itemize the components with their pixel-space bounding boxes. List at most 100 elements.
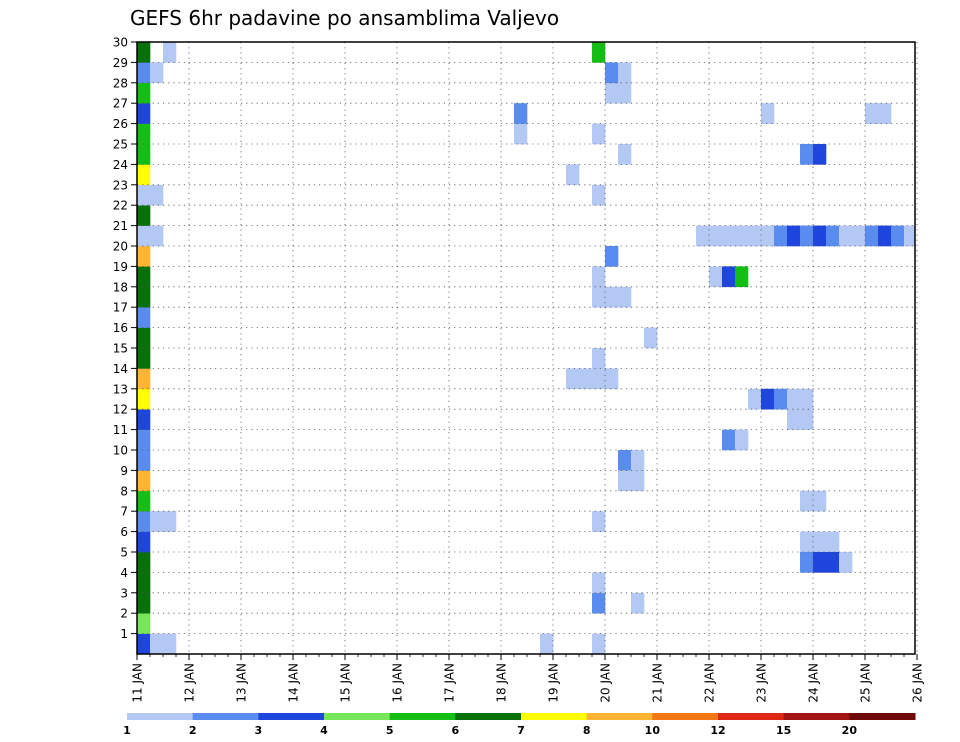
precip-cell (826, 225, 840, 247)
precip-cell (631, 450, 645, 471)
x-tick-label: 26 JAN (911, 663, 925, 703)
precip-cell (137, 184, 151, 206)
legend-label: 1 (123, 724, 131, 737)
precip-cell (150, 225, 164, 247)
precip-cell (761, 225, 775, 247)
chart-title: GEFS 6hr padavine po ansamblima Valjevo (130, 6, 560, 30)
precip-cell (774, 388, 788, 410)
precip-cell (137, 572, 151, 594)
y-tick-label: 25 (113, 138, 128, 152)
legend-label: 5 (386, 724, 394, 737)
precip-cell (722, 266, 736, 288)
legend-label: 15 (776, 724, 791, 737)
precip-cell (748, 225, 762, 247)
y-tick-label: 16 (113, 321, 128, 335)
precip-cell (605, 246, 619, 267)
precip-cell (631, 592, 645, 614)
legend-swatch (455, 713, 522, 720)
y-tick-label: 7 (120, 505, 128, 519)
legend-label: 2 (189, 724, 197, 737)
y-tick-label: 15 (113, 342, 128, 356)
y-tick-label: 5 (120, 546, 128, 560)
legend-label: 8 (583, 724, 591, 737)
precip-cell (137, 327, 151, 349)
precip-cell (137, 205, 151, 226)
y-tick-label: 22 (113, 199, 128, 213)
x-tick-label: 17 JAN (443, 663, 457, 703)
legend-label: 3 (255, 724, 263, 737)
precip-cell (618, 286, 632, 308)
precip-cell (592, 266, 606, 288)
y-tick-label: 8 (120, 484, 128, 498)
y-tick-label: 21 (113, 219, 128, 233)
precip-cell (605, 286, 619, 308)
precip-cell (813, 225, 827, 247)
x-tick-label: 20 JAN (599, 663, 613, 703)
precip-cell (137, 164, 151, 186)
precip-cell (514, 123, 528, 145)
precip-cell (592, 572, 606, 594)
x-tick-label: 19 JAN (547, 663, 561, 703)
precip-cell (904, 225, 916, 247)
precip-cell (137, 123, 151, 145)
precip-cell (579, 368, 593, 390)
precip-cell (800, 552, 814, 573)
precip-cell (137, 613, 151, 634)
y-tick-label: 1 (120, 627, 128, 641)
precip-cell (137, 409, 151, 430)
y-tick-label: 4 (120, 566, 128, 580)
legend-swatch (258, 713, 325, 720)
precip-cell (592, 592, 606, 614)
legend-swatch (718, 713, 785, 720)
legend-swatch (192, 713, 259, 720)
precip-cell (137, 266, 151, 288)
precip-cell (865, 103, 879, 124)
precip-cell (137, 633, 151, 655)
precip-cell (618, 144, 632, 165)
precip-cell (865, 225, 879, 247)
precip-cell (137, 286, 151, 308)
precip-cell (735, 266, 749, 288)
x-tick-label: 18 JAN (495, 663, 509, 703)
legend-label: 6 (452, 724, 460, 737)
precip-cell (605, 368, 619, 390)
precip-cell (878, 225, 892, 247)
y-tick-label: 18 (113, 280, 128, 294)
precip-cell (631, 470, 645, 492)
precip-cell (800, 531, 814, 553)
y-tick-label: 11 (113, 423, 128, 437)
precip-cell (592, 348, 606, 369)
legend-swatch (586, 713, 653, 720)
precip-cell (852, 225, 866, 247)
precip-cell (137, 470, 151, 492)
precip-cell (592, 123, 606, 145)
precip-cell (605, 82, 619, 104)
y-tick-label: 20 (113, 240, 128, 254)
precip-cell (137, 348, 151, 369)
precip-cell (761, 388, 775, 410)
precip-cell (137, 144, 151, 165)
x-tick-label: 12 JAN (183, 663, 197, 703)
precip-cell (618, 82, 632, 104)
y-tick-label: 19 (113, 260, 128, 274)
precip-cell (618, 450, 632, 471)
precip-cell (150, 62, 164, 84)
precip-cell (592, 42, 606, 63)
x-tick-label: 14 JAN (287, 663, 301, 703)
y-tick-label: 3 (120, 586, 128, 600)
precip-cell (137, 225, 151, 247)
legend-swatch (324, 713, 391, 720)
y-tick-label: 17 (113, 301, 128, 315)
precip-cell (839, 552, 853, 573)
y-tick-label: 2 (120, 607, 128, 621)
precip-cell (592, 184, 606, 206)
precip-cell (137, 42, 151, 63)
precip-cell (787, 409, 801, 430)
y-tick-label: 24 (113, 158, 128, 172)
x-axis: 11 JAN 12 JAN 13 JAN 14 JAN 15 JAN 16 JAN 17 J… (131, 654, 925, 703)
grid-lines (137, 42, 918, 654)
y-axis: 1234567891011121314151617181920212223242… (113, 36, 137, 641)
precip-cell (137, 368, 151, 390)
precip-cell (800, 409, 814, 430)
precip-cell (137, 103, 151, 124)
